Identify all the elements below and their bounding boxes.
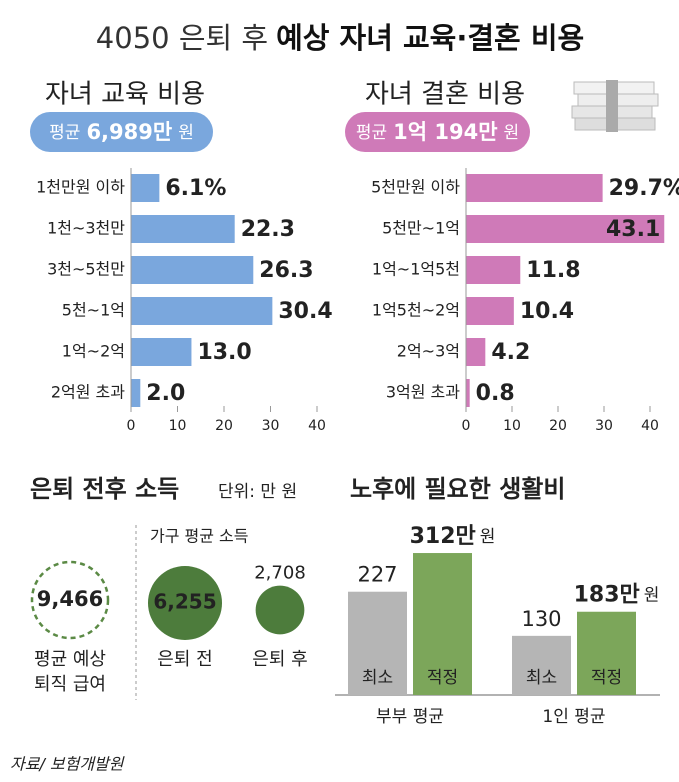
unit-text: 원 [644,586,660,606]
bar [131,297,273,325]
value-label: 29.7% [609,176,679,201]
title: 4050 은퇴 후 예상 자녀 교육·결혼 비용 [96,21,584,55]
circle [255,585,305,635]
title-main: 예상 자녀 교육·결혼 비용 [276,21,584,55]
category-label: 1억~1억5천 [372,260,460,279]
value-label: 43.1 [606,217,660,242]
bar [466,338,486,366]
value-label: 10.4 [520,299,574,324]
bar [466,174,603,202]
bar [131,256,254,284]
chart-title: 자녀 교육 비용 [45,80,205,110]
value-label: 26.3 [259,258,313,283]
average-text: 평균 1억 194만 원 [356,120,519,144]
bar [466,256,521,284]
x-tick-label: 10 [503,418,521,434]
x-tick-label: 20 [549,418,567,434]
value-label: 227 [357,563,397,587]
dashed-circle [30,560,110,640]
category-label: 1억5천~2억 [372,301,460,320]
chart-title: 은퇴 전후 소득 [30,475,179,503]
bar [131,379,141,407]
value-label: 183만 원 [574,583,660,608]
average-value: 1억 194만 [393,120,497,144]
x-tick-label: 0 [462,418,471,434]
average-label: 평균 [49,123,80,143]
bar [466,215,665,243]
average-value: 6,989만 [86,120,172,144]
value-label: 312만 원 [410,524,496,549]
circle [147,565,223,641]
x-tick-label: 30 [262,418,280,434]
bar [348,591,407,695]
average-text: 평균 6,989만 원 [49,120,194,144]
bar [131,174,160,202]
circle-value: 6,255 [153,590,216,614]
category-label: 부부 평균 [376,707,444,727]
value-text: 183만 [574,583,640,608]
value-label: 22.3 [241,217,295,242]
x-tick-label: 20 [215,418,233,434]
x-tick-label: 0 [127,418,136,434]
bar [413,553,472,695]
category-label: 1천만원 이하 [36,178,125,197]
bar [577,611,636,695]
value-label: 4.2 [491,340,530,365]
x-tick-label: 10 [169,418,187,434]
chart-title: 노후에 필요한 생활비 [350,475,565,503]
category-label: 3천~5천만 [47,260,125,279]
circle-label: 평균 예상 [34,649,106,670]
average-pill [30,112,213,152]
category-label: 5천~1억 [62,301,125,320]
x-tick-label: 40 [641,418,659,434]
source: 자료/ 보험개발원 [10,755,125,774]
average-unit: 원 [178,123,194,143]
chart-title: 자녀 결혼 비용 [365,80,525,110]
average-label: 평균 [356,123,387,143]
unit-label: 단위: 만 원 [218,482,297,502]
average-pill [345,112,530,152]
circle-value: 2,708 [254,563,306,584]
bar [512,635,571,695]
value-label: 2.0 [146,381,185,406]
category-label: 5천만원 이하 [371,178,460,197]
category-label: 3억원 초과 [386,383,460,402]
series-name: 최소 [362,668,393,688]
circle-label: 은퇴 후 [252,649,307,670]
value-label: 11.8 [526,258,580,283]
bar [131,338,192,366]
series-name: 적정 [591,668,622,688]
subtitle: 가구 평균 소득 [150,527,249,546]
category-label: 2억~3억 [397,342,460,361]
series-name: 최소 [526,668,557,688]
unit-text: 원 [480,527,496,547]
value-label: 0.8 [476,381,515,406]
bar [466,297,514,325]
money-stack [571,80,659,132]
category-label: 1천~3천만 [47,219,125,238]
value-label: 30.4 [278,299,332,324]
bar [131,215,235,243]
value-label: 6.1% [165,176,226,201]
average-unit: 원 [504,123,520,143]
value-label: 13.0 [197,340,251,365]
category-label: 5천만~1억 [382,219,460,238]
x-tick-label: 30 [595,418,613,434]
category-label: 2억원 초과 [51,383,125,402]
circle-label: 은퇴 전 [157,649,212,670]
circle-value: 9,466 [37,587,103,611]
series-name: 적정 [427,668,458,688]
circle-label: 퇴직 급여 [34,674,106,695]
category-label: 1인 평균 [542,707,605,727]
x-tick-label: 40 [308,418,326,434]
category-label: 1억~2억 [62,342,125,361]
bar [466,379,470,407]
value-text: 312만 [410,524,476,549]
title-lead: 4050 은퇴 후 [96,21,268,55]
value-label: 130 [521,607,561,631]
